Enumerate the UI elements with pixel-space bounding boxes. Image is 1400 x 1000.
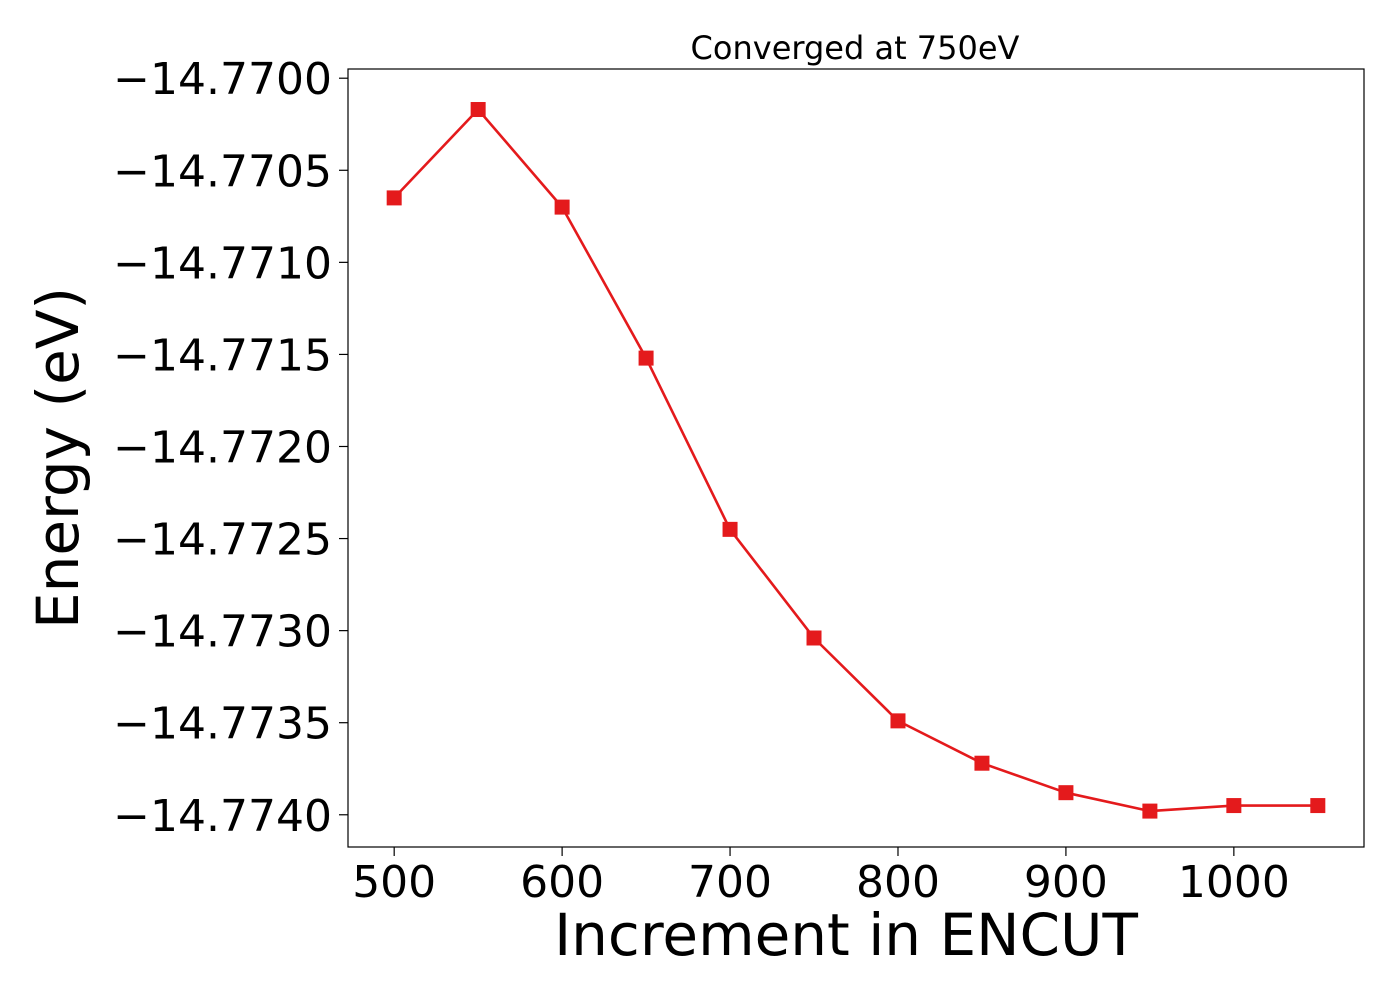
plot-frame <box>347 68 1365 848</box>
x-tick-label: 500 <box>352 857 436 908</box>
data-point-marker <box>470 102 486 118</box>
data-point-marker <box>1310 798 1326 814</box>
data-point-marker <box>722 521 738 537</box>
ticks-layer: 500 600 700 800 900 1000 −14.7700 −14.7705 −14.7… <box>113 54 1290 908</box>
chart-title: Converged at 750eV <box>691 29 1020 67</box>
y-tick-label: −14.7730 <box>113 607 332 658</box>
y-tick-label: −14.7715 <box>113 330 332 381</box>
data-point-marker <box>890 713 906 729</box>
y-tick-label: −14.7725 <box>113 515 332 566</box>
data-point-marker <box>1226 798 1242 814</box>
x-tick-label: 1000 <box>1178 857 1290 908</box>
y-tick-label: −14.7740 <box>113 791 332 842</box>
series-line <box>393 108 1318 813</box>
data-point-marker <box>386 190 402 206</box>
data-point-marker <box>1058 785 1074 801</box>
x-tick-label: 800 <box>856 857 940 908</box>
y-tick-label: −14.7700 <box>113 54 332 105</box>
data-point-marker <box>638 350 654 366</box>
y-tick-label: −14.7735 <box>113 699 332 750</box>
y-tick-label: −14.7710 <box>113 238 332 289</box>
data-point-marker <box>1142 803 1158 819</box>
x-axis-label: Increment in ENCUT <box>554 901 1138 969</box>
y-tick-label: −14.7705 <box>113 146 332 197</box>
series-layer <box>386 102 1326 819</box>
x-tick-label: 900 <box>1024 857 1108 908</box>
data-point-marker <box>554 199 570 215</box>
data-point-marker <box>974 755 990 771</box>
y-axis-label: Energy (eV) <box>24 287 92 629</box>
data-point-marker <box>806 630 822 646</box>
x-tick-label: 700 <box>688 857 772 908</box>
y-tick-label: −14.7720 <box>113 422 332 473</box>
x-tick-label: 600 <box>520 857 604 908</box>
